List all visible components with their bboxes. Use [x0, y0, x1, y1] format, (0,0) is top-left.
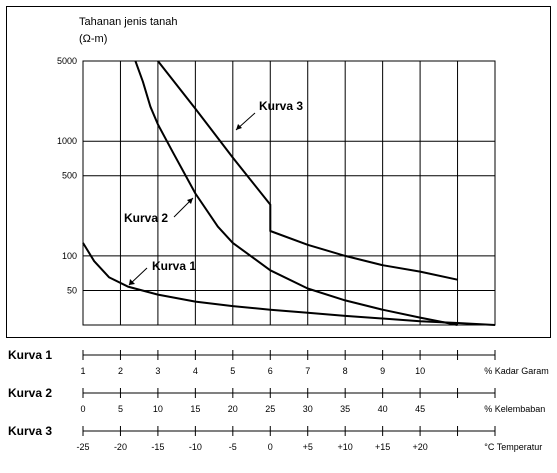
scale-tick-label: -15	[151, 442, 164, 452]
scale-tick-label: 3	[155, 366, 160, 376]
scale-tick-label: 5	[230, 366, 235, 376]
scale-tick-label: 0	[268, 442, 273, 452]
scale-tick-label: 15	[190, 404, 200, 414]
scale-tick-label: 0	[80, 404, 85, 414]
scale-tick-label: +15	[375, 442, 390, 452]
y-tick-label: 100	[62, 251, 77, 261]
scale-tick-label: 10	[153, 404, 163, 414]
curves	[82, 60, 496, 326]
scale-unit-label: % Kelembaban	[484, 404, 545, 414]
outer-frame	[6, 6, 551, 338]
curve-2-arrowhead	[187, 198, 193, 204]
scale-tick-label: 35	[340, 404, 350, 414]
curve-3-arrowhead	[236, 124, 242, 130]
scale-tick-label: 25	[265, 404, 275, 414]
scale-tick-label: 5	[118, 404, 123, 414]
plot-border	[82, 60, 496, 326]
curve-1-arrowhead	[129, 279, 135, 285]
scale-tick-label: 9	[380, 366, 385, 376]
scale-tick-label: 40	[378, 404, 388, 414]
y-tick-label: 50	[67, 285, 77, 295]
scale-tick-label: 2	[118, 366, 123, 376]
curve-1-label: Kurva 1	[152, 259, 196, 273]
scale-tick-label: -5	[229, 442, 237, 452]
curve-1-annotation: Kurva 1	[128, 259, 196, 286]
curve-2-annotation: Kurva 2	[124, 197, 194, 225]
scale-tick-label: 30	[303, 404, 313, 414]
scale-tick-label: 20	[228, 404, 238, 414]
scale-tick-label: +5	[303, 442, 313, 452]
series-line-1	[82, 242, 496, 326]
scale-unit-label: °C Temperatur	[484, 442, 542, 452]
chart-title: Tahanan jenis tanah	[79, 16, 177, 28]
curve-2-label: Kurva 2	[124, 211, 168, 225]
scale-tick-label: +20	[412, 442, 427, 452]
grid	[82, 60, 496, 326]
scale-tick-label: +10	[338, 442, 353, 452]
y-tick-label: 5000	[57, 56, 77, 66]
scale-tick-label: 8	[343, 366, 348, 376]
scale-tick-label: 4	[193, 366, 198, 376]
scale-tick-label: -25	[76, 442, 89, 452]
series-line-3	[157, 60, 458, 281]
scale-tick-label: -20	[114, 442, 127, 452]
curve-3-annotation: Kurva 3	[235, 99, 303, 131]
scale-row-label: Kurva 1	[8, 348, 52, 362]
curve-3-label: Kurva 3	[259, 99, 303, 113]
scale-tick-label: 1	[80, 366, 85, 376]
scale-tick-label: 45	[415, 404, 425, 414]
y-tick-labels: 5000 1000 500 100 50	[57, 56, 77, 295]
y-tick-label: 1000	[57, 136, 77, 146]
scale-tick-label: 10	[415, 366, 425, 376]
y-tick-label: 500	[62, 171, 77, 181]
scale-row-label: Kurva 2	[8, 386, 52, 400]
series-line-2	[134, 60, 458, 326]
scale-tick-label: 7	[305, 366, 310, 376]
scale-tick-label: 6	[268, 366, 273, 376]
scale-row-label: Kurva 3	[8, 424, 52, 438]
y-axis-label: (Ω-m)	[79, 33, 107, 45]
scale-tick-label: -10	[189, 442, 202, 452]
scale-unit-label: % Kadar Garam	[484, 366, 549, 376]
